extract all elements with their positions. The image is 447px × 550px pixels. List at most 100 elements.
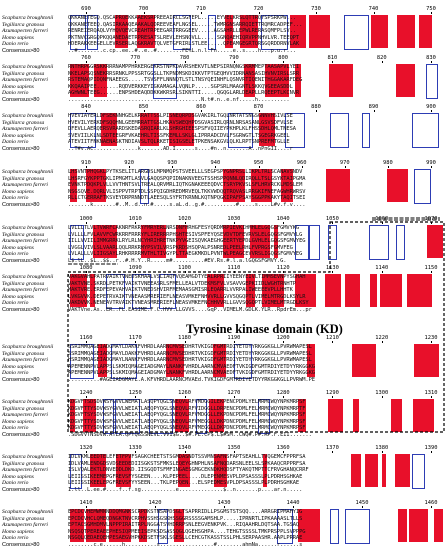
sequence-row: VAKDVVK.NENEAVTRVAIKTVNEASMRERIEFLNEASVM… (68, 300, 309, 307)
position-tick (431, 12, 432, 14)
position-tick (86, 451, 87, 453)
position-tick (332, 61, 334, 63)
position-label: 1300 (375, 390, 389, 396)
position-tick (332, 451, 334, 453)
similarity-box (70, 225, 84, 260)
position-tick (258, 166, 260, 168)
position-label: 840 (81, 104, 91, 110)
similarity-box (285, 113, 305, 148)
sequence-row: LVKGVVK.DEPETRVAIKTVNEAASMRERIEFLNEASVMK… (68, 293, 306, 300)
sequence-row: NSGQLQEDAEQEHPESAEGVHPKKDSETFSKLSGESLLCE… (68, 535, 303, 542)
identity-block (414, 344, 439, 377)
similarity-box (330, 113, 349, 148)
position-label: 1070 (424, 216, 438, 222)
position-tick (332, 271, 334, 273)
sequence-row: KDGVFTSDSDVWSYGVVLWEMATLASQPYQGLSNEQVLRF… (68, 399, 306, 405)
sequence-row: KDGVFTTYSDVWSFGVVLWEIATLAEQPYQGLSNEQVLRF… (68, 418, 306, 425)
identity-block (176, 225, 187, 258)
sequence-row: EPCDCVHEMWMNNDDQMGNKSCRPDKSTNSAPDSGLTSAP… (68, 509, 303, 515)
position-label: 740 (368, 6, 379, 12)
position-tick (381, 222, 383, 224)
species-label: Scapharca broughtonii (2, 509, 54, 515)
identity-block (351, 454, 361, 487)
identity-block (140, 113, 159, 146)
species-label: Scapharca broughtonii (2, 113, 54, 119)
species-label: Danio rerio (2, 251, 29, 258)
identity-block (70, 509, 84, 542)
sequence-row: EPCDCVHCLQMEQDNGKTNVCRPHVSSHSGSKHSSGGRSS… (68, 515, 303, 522)
species-label: Azumapecten farreri (2, 287, 48, 294)
position-label: 800 (278, 55, 289, 61)
position-tick (135, 396, 137, 398)
species-label: Danio rerio (2, 370, 29, 377)
sequence-row: PKTNVCGRGQPKQQANEDAETRPRESATSLREVLEHSNQV… (68, 34, 300, 41)
similarity-box (369, 225, 389, 260)
identity-block (370, 274, 377, 307)
position-tick (135, 451, 137, 453)
identity-block (174, 509, 184, 542)
sequence-row: LEIISSIKEELEPGFREVSFYYSEEN...TKLPEPQEN..… (68, 480, 300, 487)
species-label: Azumapecten farreri (2, 77, 48, 84)
position-tick (344, 166, 346, 168)
position-label: 900 (426, 104, 436, 110)
position-tick (233, 396, 235, 398)
similarity-box (196, 399, 207, 434)
species-label: Tegillarca granosa (2, 515, 45, 522)
similarity-box (159, 274, 176, 309)
identity-block (274, 225, 278, 258)
position-label: 720 (253, 6, 264, 12)
sequence-row: HVEVILYERKDFSQQHNLGEEMRRATTGSLHKAVSWEQHP… (68, 119, 293, 126)
identity-block (396, 64, 415, 97)
position-tick (233, 341, 235, 343)
position-tick (293, 506, 294, 508)
position-label: 1160 (79, 335, 93, 341)
position-label: 950 (253, 160, 264, 166)
position-tick (135, 61, 137, 63)
identity-block (326, 169, 350, 202)
position-label: 850 (138, 104, 149, 110)
species-label: Azumapecten farreri (2, 182, 48, 189)
identity-block (83, 399, 96, 432)
position-tick (201, 12, 202, 14)
species-label: Azumapecten farreri (2, 238, 48, 245)
position-tick (155, 506, 156, 508)
sequence-row: SSRIMMQAGEIADGMAYLDAKKFVHRDLAARNCMVSEDHR… (68, 350, 312, 357)
position-tick (86, 271, 87, 273)
position-tick (381, 396, 383, 398)
sequence-row: QKKANETEGQ.QSCAPRQEKKAAEKSRPREEAIRCLSGFE… (68, 15, 296, 21)
species-label: Scapharca broughtonii (2, 344, 54, 350)
similarity-box (309, 225, 320, 260)
position-label: 1450 (355, 500, 369, 506)
position-tick (135, 222, 137, 224)
position-tick (316, 12, 317, 14)
position-tick (381, 451, 383, 453)
identity-block (413, 399, 434, 432)
sequence-row: IDLVKMLEEDTELEFETFPVFSAGKCHEETSTSGMDASND… (68, 454, 306, 460)
position-label: 910 (81, 160, 91, 166)
identity-block (371, 15, 388, 48)
position-tick (143, 12, 145, 14)
similarity-box (153, 64, 177, 99)
position-label: 1190 (227, 335, 241, 341)
identity-block (90, 454, 106, 487)
identity-block (90, 274, 95, 307)
position-tick (283, 222, 285, 224)
similarity-box (103, 399, 114, 434)
position-label: 1330 (128, 445, 142, 451)
sequence-row: HDERAKKEEGELLEVRSERLAQGKRAVTQLVETGFRIRLS… (68, 41, 300, 48)
sequence-row: NSQSQTPEREAEEPHESIQPMEEISEPKSDSASSQGLQGE… (68, 528, 306, 535)
similarity-box (426, 64, 438, 99)
consensus-sequence: L$.lL..$L..$$..r..#.H.Y..R.....m#.......… (68, 258, 287, 264)
position-label: 1050 (325, 216, 339, 222)
identity-block (178, 454, 190, 487)
position-tick (387, 166, 389, 168)
species-label: Azumapecten farreri (2, 28, 48, 35)
position-label: 1340 (178, 445, 192, 451)
species-label: Scapharca broughtonii (2, 274, 54, 280)
consensus-sequence: ..T#v.AC..............k.......AD.I......… (68, 146, 293, 152)
sequence-row: QKKANETEEQ.QASIRKAAQEAAKALQDREEVEAFLNGSE… (68, 21, 303, 28)
sequence-row: RENREIERQAQLVYHQVQEVCREAHTRPEEGARTRRGGEE… (68, 28, 296, 35)
identity-block (259, 113, 275, 146)
position-tick (332, 222, 334, 224)
